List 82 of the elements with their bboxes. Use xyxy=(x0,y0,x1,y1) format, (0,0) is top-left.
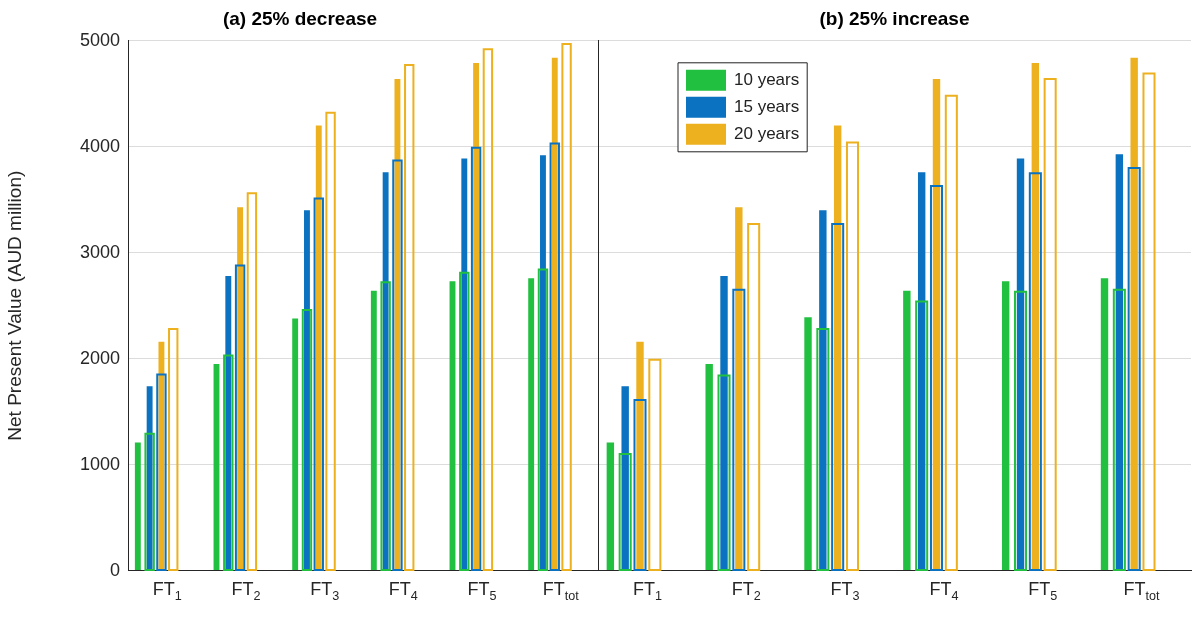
bar xyxy=(246,192,258,572)
bar xyxy=(606,442,615,571)
bar xyxy=(1001,281,1010,571)
chart-title: (a) 25% decrease xyxy=(222,7,378,29)
bar xyxy=(382,172,389,571)
bar xyxy=(819,210,827,571)
bar xyxy=(304,210,310,571)
bar xyxy=(394,78,401,571)
bar xyxy=(1043,77,1057,572)
bar xyxy=(380,281,391,572)
bar xyxy=(648,358,662,572)
bar xyxy=(1115,154,1124,571)
bar xyxy=(1130,57,1138,571)
bar xyxy=(370,290,377,571)
bar xyxy=(932,78,941,571)
legend-label: 20 years xyxy=(734,123,800,143)
bar xyxy=(528,278,535,571)
bar xyxy=(1112,288,1126,572)
bar xyxy=(1127,166,1141,572)
bar xyxy=(144,432,155,572)
bar xyxy=(549,142,560,572)
bar xyxy=(537,268,549,572)
bar xyxy=(392,159,403,572)
bar xyxy=(1016,158,1025,571)
bar xyxy=(292,318,299,571)
bar xyxy=(903,290,911,571)
legend-label: 15 years xyxy=(734,96,800,116)
bar xyxy=(636,341,644,571)
bar xyxy=(158,341,165,571)
y-tick-label: 5000 xyxy=(79,29,120,50)
bar xyxy=(461,158,468,571)
bar xyxy=(915,300,929,572)
bar xyxy=(717,374,731,572)
bar xyxy=(540,155,546,571)
bar xyxy=(732,288,746,572)
bar xyxy=(1100,278,1109,571)
bar xyxy=(156,373,167,572)
bar xyxy=(473,63,480,571)
bar xyxy=(804,317,812,571)
y-tick-label: 1000 xyxy=(79,453,120,474)
bar xyxy=(313,197,324,572)
y-tick-label: 4000 xyxy=(79,135,120,156)
bar xyxy=(618,452,632,572)
bar xyxy=(168,327,179,572)
bar xyxy=(621,386,629,571)
bar xyxy=(917,172,926,571)
y-tick-label: 3000 xyxy=(79,241,120,262)
bar xyxy=(816,327,830,572)
bar xyxy=(551,57,558,571)
bar xyxy=(705,363,713,571)
bar xyxy=(747,223,761,572)
bar xyxy=(325,111,336,572)
bar xyxy=(234,264,246,572)
bar xyxy=(1013,290,1028,572)
bar xyxy=(482,48,494,572)
y-tick-label: 0 xyxy=(109,559,120,580)
y-tick-label: 2000 xyxy=(79,347,120,368)
bar xyxy=(225,276,232,571)
bar xyxy=(833,125,842,571)
bar xyxy=(470,146,482,572)
bar xyxy=(315,125,322,571)
legend-label: 10 years xyxy=(734,69,800,89)
bar xyxy=(735,207,743,571)
bar xyxy=(404,64,415,572)
bar xyxy=(720,276,728,571)
bar xyxy=(831,223,845,572)
bar xyxy=(1142,72,1156,572)
bar xyxy=(134,442,141,571)
bar xyxy=(561,42,572,572)
bar xyxy=(459,271,470,572)
bar xyxy=(146,386,153,571)
bar xyxy=(1031,63,1040,571)
y-axis-title: Net Present Value (AUD million) xyxy=(3,170,25,441)
bar xyxy=(301,308,313,572)
bar xyxy=(237,207,244,571)
bar xyxy=(1028,172,1042,572)
bar xyxy=(929,184,944,572)
bar xyxy=(845,141,860,572)
bar xyxy=(944,94,958,572)
chart-title: (b) 25% increase xyxy=(819,7,970,29)
bar xyxy=(633,398,647,572)
bar xyxy=(223,354,234,572)
